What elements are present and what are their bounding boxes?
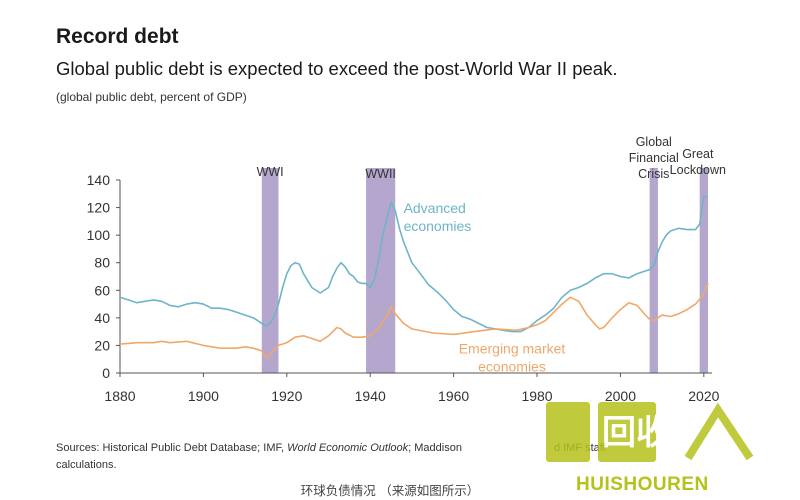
source-italic: World Economic Outlook [287, 442, 409, 454]
shaded-period-wwii [366, 168, 396, 373]
period-label: WWI [257, 165, 284, 179]
x-tick-label: 1940 [355, 388, 386, 404]
period-label: WWII [365, 167, 396, 181]
y-tick-label: 40 [94, 310, 110, 326]
y-tick-label: 100 [87, 227, 111, 243]
period-label: Great [682, 147, 714, 161]
debt-line-chart: WWI WWII Global Financial Crisis Great Lockdow… [87, 135, 726, 404]
y-tick-label: 60 [94, 282, 110, 298]
x-tick-label: 1900 [188, 388, 219, 404]
x-tick-label: 2020 [688, 388, 719, 404]
source-rest: ; Maddison [408, 442, 462, 454]
x-tick-label: 2000 [605, 388, 636, 404]
series-annotation-emerging: Emerging market [459, 341, 566, 357]
series-annotation-advanced: economies [404, 218, 472, 234]
series-annotation-emerging: economies [478, 359, 546, 375]
source-note: Sources: Historical Public Debt Database… [56, 440, 696, 474]
source-prefix: Sources: Historical Public Debt Database… [56, 442, 288, 454]
watermark-mark [684, 402, 754, 461]
watermark-block-1 [546, 402, 590, 462]
image-caption: 环球负债情况 （来源如图所示） [300, 484, 480, 498]
shaded-period-great-lockdown [699, 168, 708, 373]
chart-title: Record debt [56, 25, 179, 48]
y-tick-label: 0 [102, 365, 110, 381]
watermark-block-2 [598, 402, 656, 462]
y-tick-label: 80 [94, 255, 110, 271]
x-tick-label: 1960 [438, 388, 469, 404]
source-line2: calculations. [56, 459, 117, 471]
y-tick-label: 140 [87, 172, 111, 188]
period-label: Financial [629, 151, 679, 165]
watermark-logo: 回收 [546, 402, 754, 462]
x-tick-label: 1920 [271, 388, 302, 404]
unit-note: (global public debt, percent of GDP) [56, 90, 247, 104]
x-tick-label: 1880 [104, 388, 135, 404]
watermark-logo-text: 回收 [602, 413, 670, 453]
series-annotation-advanced: Advanced [404, 200, 466, 216]
period-label: Crisis [638, 167, 669, 181]
period-label: Lockdown [670, 163, 726, 177]
shaded-period-global-financial-crisis [649, 168, 658, 373]
series-line-advanced [119, 195, 708, 333]
watermark-text: HUISHOUREN [576, 474, 709, 495]
period-label: Global [636, 135, 672, 149]
y-tick-label: 20 [94, 337, 110, 353]
y-tick-label: 120 [87, 200, 111, 216]
series-line-emerging [119, 283, 709, 359]
x-tick-label: 1980 [521, 388, 552, 404]
chart-subtitle: Global public debt is expected to exceed… [56, 58, 618, 79]
shaded-period-wwi [261, 168, 279, 373]
